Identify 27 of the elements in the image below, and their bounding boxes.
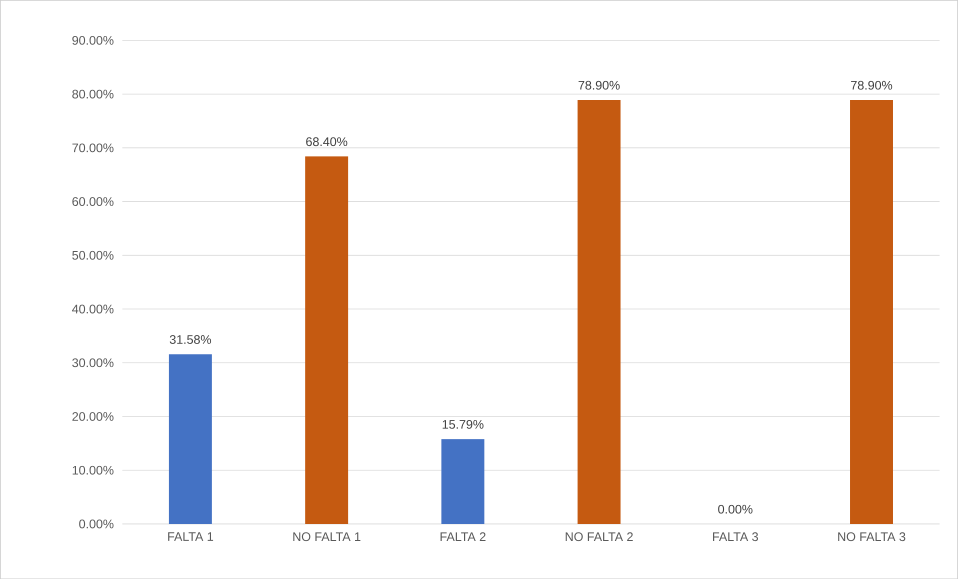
data-label: 31.58% xyxy=(170,334,212,344)
data-label: 0.00% xyxy=(718,504,752,514)
bar xyxy=(850,100,893,524)
y-tick-label: 90.00% xyxy=(72,36,114,45)
data-label: 15.79% xyxy=(442,420,484,429)
y-tick-label: 60.00% xyxy=(72,197,114,206)
data-label: 78.90% xyxy=(851,80,892,90)
x-tick-label: FALTA 1 xyxy=(168,532,214,541)
y-tick-label: 40.00% xyxy=(72,304,114,314)
x-tick-label: NO FALTA 1 xyxy=(293,532,360,541)
y-tick-label: 80.00% xyxy=(72,90,114,98)
y-tick-label: 70.00% xyxy=(72,143,114,152)
y-tick-label: 50.00% xyxy=(72,250,114,260)
data-label: 68.40% xyxy=(306,137,348,146)
data-label: 78.90% xyxy=(578,80,620,90)
bar xyxy=(441,438,484,524)
y-tick-label: 30.00% xyxy=(72,358,114,368)
x-tick-label: NO FALTA 2 xyxy=(566,532,633,541)
bar xyxy=(578,100,621,524)
y-tick-label: 10.00% xyxy=(72,466,114,474)
x-tick-label: NO FALTA 3 xyxy=(838,532,906,541)
x-tick-label: FALTA 3 xyxy=(713,532,758,541)
y-tick-label: 0.00% xyxy=(79,519,114,528)
bar xyxy=(168,354,212,524)
bar xyxy=(305,156,348,524)
y-tick-label: 20.00% xyxy=(72,412,114,421)
x-tick-label: FALTA 2 xyxy=(440,532,486,541)
